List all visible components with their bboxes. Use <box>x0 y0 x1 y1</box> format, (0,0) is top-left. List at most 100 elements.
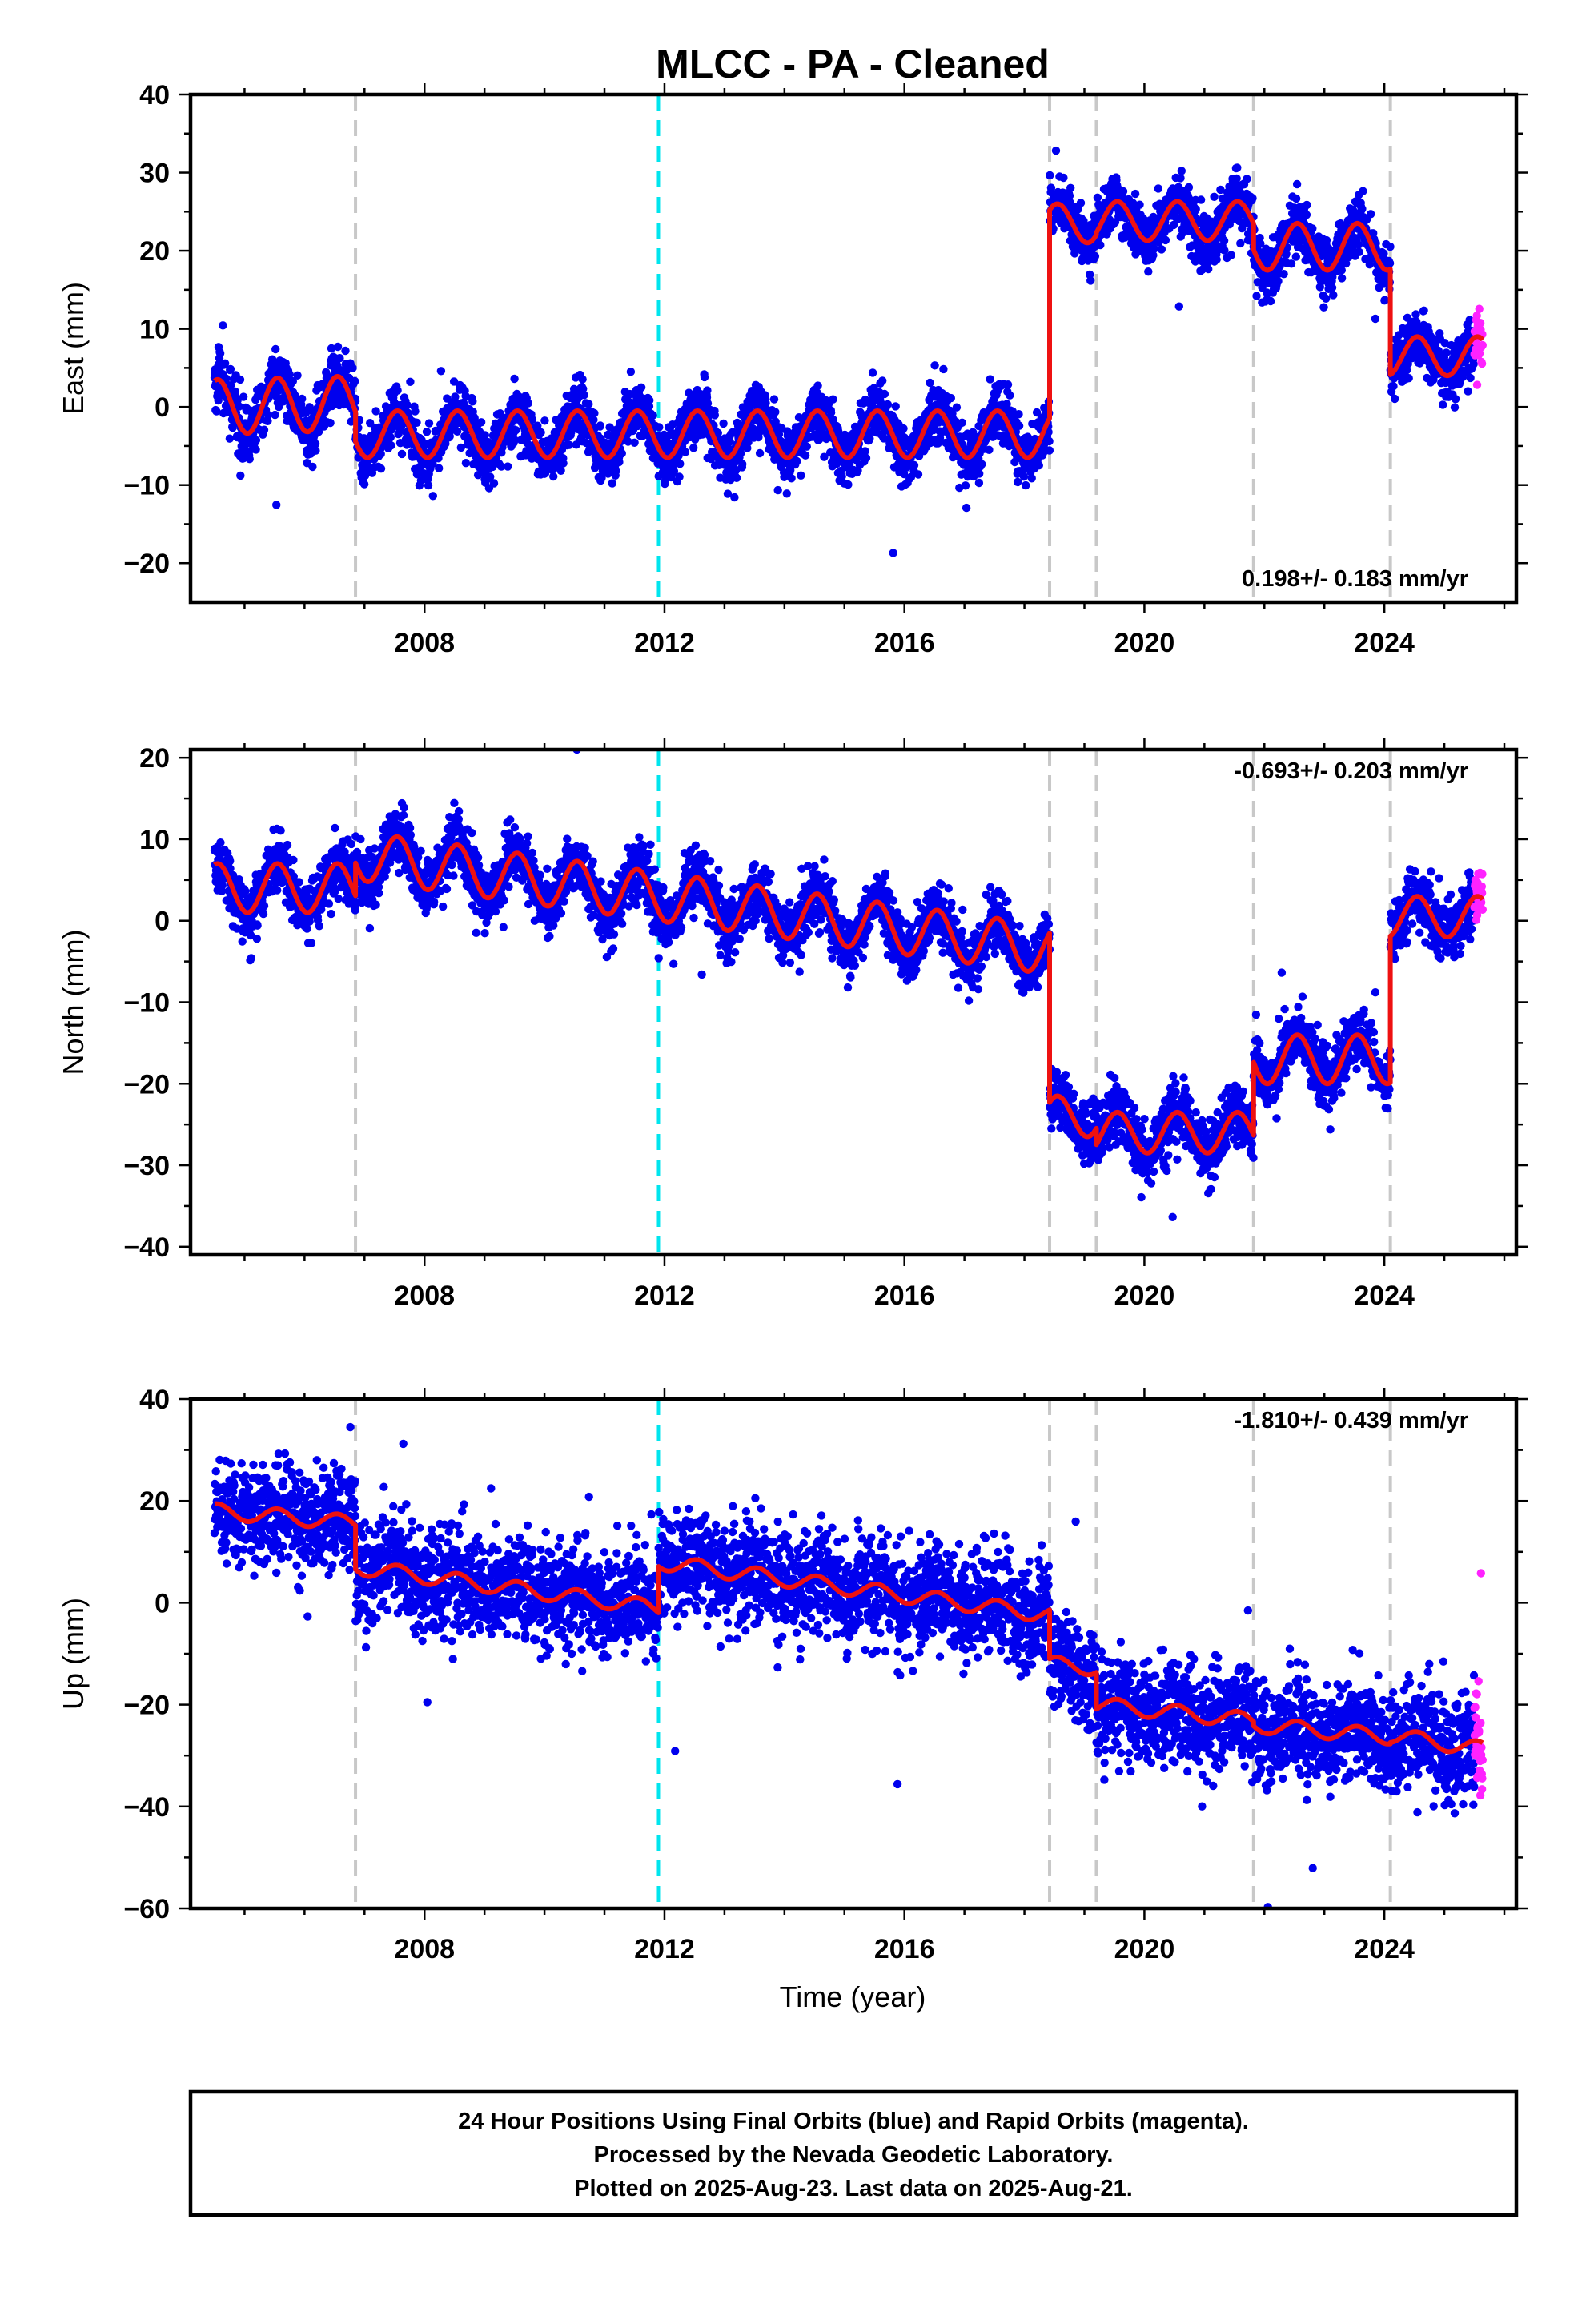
final-orbit-point <box>1302 211 1311 219</box>
final-orbit-point <box>579 384 588 393</box>
final-orbit-point <box>689 444 698 452</box>
final-orbit-point <box>974 478 984 488</box>
final-orbit-point <box>703 386 712 395</box>
y-tick-label: 20 <box>139 236 170 267</box>
final-orbit-point <box>247 954 255 963</box>
final-orbit-point <box>578 375 587 384</box>
final-orbit-point <box>787 474 796 483</box>
east-panel: 2008 2012 2016 2020 2024−20−10010203040East … <box>57 80 1528 658</box>
final-orbit-point <box>359 480 369 489</box>
y-tick-label: 10 <box>139 315 170 345</box>
final-orbit-point <box>215 349 225 358</box>
final-orbit-point <box>222 374 231 383</box>
final-orbit-point <box>510 374 519 384</box>
final-orbit-point <box>236 471 245 480</box>
rapid-orbit-point <box>1475 304 1484 313</box>
final-orbit-point <box>468 397 477 406</box>
final-orbit-point <box>1442 348 1451 357</box>
final-orbit-point <box>476 418 486 427</box>
final-orbit-point <box>1014 421 1024 430</box>
final-orbit-point <box>755 448 765 458</box>
final-orbit-point <box>456 443 465 452</box>
final-orbit-point <box>1233 163 1242 172</box>
final-orbit-point <box>298 394 307 404</box>
final-orbit-point <box>452 427 462 436</box>
final-orbit-point <box>771 408 780 416</box>
final-orbit-point <box>1191 205 1200 214</box>
final-orbit-point <box>630 438 639 447</box>
final-orbit-point <box>1291 252 1301 261</box>
final-orbit-point <box>681 448 690 456</box>
final-orbit-point <box>1358 204 1367 214</box>
x-tick-label: 2012 <box>634 628 695 658</box>
final-orbit-point <box>1196 195 1206 204</box>
final-orbit-point <box>1059 173 1068 183</box>
final-orbit-point <box>252 935 262 943</box>
final-orbit-point <box>445 432 454 441</box>
final-orbit-point <box>1355 247 1363 256</box>
final-orbit-point <box>376 464 386 473</box>
final-orbit-point <box>590 408 599 418</box>
y-tick-label: 40 <box>139 80 170 111</box>
plot-area <box>210 94 1488 602</box>
final-orbit-point <box>1322 235 1331 245</box>
final-orbit-point <box>1232 174 1241 183</box>
final-orbit-point <box>826 408 836 417</box>
final-orbit-point <box>584 400 593 408</box>
final-orbit-point <box>1161 235 1170 245</box>
final-orbit-point <box>1003 380 1013 389</box>
final-orbit-point <box>1385 259 1395 267</box>
final-orbit-point <box>773 485 782 495</box>
final-orbit-point <box>1045 446 1054 455</box>
final-orbit-point <box>1308 224 1317 233</box>
final-orbit-point <box>700 372 709 382</box>
final-orbit-point <box>341 346 350 356</box>
final-orbit-point <box>930 361 939 370</box>
final-orbit-point <box>238 937 247 946</box>
final-orbit-point <box>909 460 919 470</box>
final-orbit-point <box>288 376 297 386</box>
final-orbit-point <box>1327 283 1337 292</box>
final-orbit-point <box>489 479 499 488</box>
final-orbit-point <box>986 375 994 384</box>
final-orbit-point <box>348 364 357 372</box>
y-tick-label: 30 <box>139 159 170 189</box>
final-orbit-point <box>865 434 874 443</box>
final-orbit-point <box>710 411 719 420</box>
final-orbit-point <box>952 403 962 412</box>
x-tick-label: 2008 <box>394 628 455 658</box>
final-orbit-point <box>387 441 396 450</box>
x-tick-label: 2016 <box>874 628 935 658</box>
final-orbit-point <box>1027 474 1036 483</box>
final-orbit-point <box>1227 251 1236 259</box>
final-orbit-point <box>626 368 636 376</box>
final-orbit-point <box>225 434 235 443</box>
final-orbit-point <box>1303 200 1311 210</box>
final-orbit-point <box>868 368 877 377</box>
plot-frame <box>188 92 1519 605</box>
final-orbit-point <box>226 857 235 866</box>
final-orbit-point <box>961 481 970 490</box>
final-orbit-point <box>227 381 235 390</box>
y-tick-label: −20 <box>123 549 170 579</box>
final-orbit-point <box>1419 306 1428 315</box>
north-panel: 2008 2012 2016 2020 2024−40−30−20−1001020Nor… <box>57 738 1528 1311</box>
final-orbit-point <box>251 436 261 444</box>
final-orbit-point <box>212 407 221 416</box>
final-orbit-point <box>1212 255 1221 264</box>
final-orbit-point <box>496 462 506 471</box>
final-orbit-point <box>406 377 415 386</box>
final-orbit-point <box>844 480 853 489</box>
final-orbit-point <box>564 440 574 449</box>
final-orbit-point <box>308 462 317 472</box>
final-orbit-point <box>411 407 420 416</box>
final-orbit-point <box>782 489 791 498</box>
final-orbit-point <box>1006 391 1014 400</box>
final-orbit-point <box>1439 400 1447 409</box>
final-orbit-point <box>403 400 412 410</box>
final-orbit-point <box>655 423 664 432</box>
x-tick-label: 2020 <box>1114 628 1175 658</box>
final-orbit-point <box>793 456 801 466</box>
final-orbit-point <box>648 411 657 420</box>
final-orbit-point <box>219 321 227 330</box>
